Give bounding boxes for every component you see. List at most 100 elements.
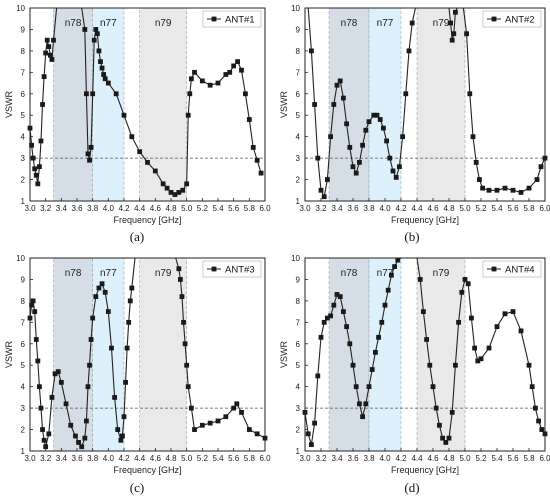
- x-tick-label: 6.0: [259, 204, 271, 213]
- data-point: [325, 177, 330, 182]
- data-point: [43, 444, 49, 450]
- data-point: [215, 418, 221, 424]
- data-point: [533, 405, 538, 411]
- data-point: [88, 144, 94, 150]
- data-point: [192, 427, 197, 432]
- data-point: [185, 112, 191, 118]
- legend-label: ANT#1: [225, 15, 255, 26]
- data-point: [371, 112, 377, 118]
- band-n78: [328, 257, 370, 452]
- data-point: [79, 444, 85, 450]
- data-point: [449, 37, 455, 43]
- y-tick-label: 4: [21, 383, 26, 392]
- y-tick-label: 7: [21, 68, 26, 77]
- x-tick-label: 5.4: [491, 204, 503, 213]
- data-point: [37, 164, 42, 170]
- data-point: [234, 401, 240, 407]
- data-point: [152, 168, 158, 174]
- plot-frame: [304, 257, 546, 452]
- data-point: [99, 65, 105, 71]
- data-point: [176, 266, 182, 272]
- data-point: [109, 345, 114, 351]
- x-tick-label: 4.6: [150, 204, 162, 213]
- data-point: [176, 190, 182, 195]
- data-point: [178, 277, 183, 282]
- data-point: [115, 427, 121, 432]
- data-point: [187, 91, 193, 97]
- data-point: [312, 420, 317, 426]
- legend-label: ANT#2: [505, 15, 535, 26]
- data-point: [534, 177, 540, 182]
- data-point: [312, 102, 317, 107]
- data-point: [85, 151, 91, 157]
- data-point: [518, 328, 524, 334]
- x-tick-label: 4.2: [118, 454, 130, 463]
- data-point: [91, 37, 97, 43]
- y-tick-label: 3: [21, 404, 26, 413]
- data-point: [464, 31, 469, 37]
- data-point: [465, 281, 471, 287]
- data-point: [392, 264, 397, 269]
- data-point: [243, 91, 248, 97]
- x-tick-label: 5.0: [459, 454, 471, 463]
- data-point: [87, 362, 92, 368]
- data-point: [397, 164, 402, 170]
- band-label-n79: n79: [155, 18, 172, 29]
- data-point: [102, 289, 108, 295]
- data-point: [309, 442, 314, 447]
- x-tick-label: 5.2: [475, 454, 487, 463]
- data-point: [35, 181, 41, 187]
- data-point: [49, 394, 55, 400]
- y-axis-label: VSWR: [279, 340, 289, 368]
- y-axis-label: VSWR: [4, 340, 14, 368]
- data-point: [446, 435, 452, 441]
- y-tick-label: 6: [21, 340, 26, 349]
- data-point: [239, 410, 244, 415]
- band-label-n77: n77: [100, 268, 117, 279]
- data-point: [341, 95, 346, 101]
- data-point: [529, 384, 535, 390]
- x-tick-label: 3.0: [299, 204, 311, 213]
- data-point: [207, 82, 213, 88]
- x-tick-label: 5.0: [459, 204, 471, 213]
- data-point: [246, 117, 252, 122]
- x-axis-label: Frequency [GHz]: [113, 215, 181, 225]
- data-point: [385, 287, 391, 293]
- data-point: [145, 160, 150, 165]
- x-tick-label: 6.0: [539, 204, 550, 213]
- x-tick-label: 3.6: [347, 454, 359, 463]
- panel-caption: (c): [130, 480, 144, 495]
- data-point: [254, 157, 260, 163]
- chart-panel-1: n78 n77 n79 3.0 3.2 3.4 3.6 3.8 4.0 4.2 4.4 4.6 4.8 5…: [4, 4, 271, 244]
- data-point: [250, 144, 256, 150]
- legend-marker: [211, 266, 217, 272]
- data-point: [381, 125, 386, 131]
- data-point: [46, 44, 52, 49]
- data-point: [82, 435, 88, 441]
- band-label-n79: n79: [433, 18, 450, 29]
- data-point: [318, 187, 324, 193]
- data-point: [231, 63, 237, 69]
- data-point: [231, 405, 237, 411]
- legend-box: [482, 10, 542, 28]
- data-point: [105, 80, 111, 86]
- data-point: [40, 427, 45, 432]
- data-point: [390, 168, 396, 174]
- plot-frame: [304, 7, 546, 202]
- data-point: [44, 37, 50, 43]
- data-point: [347, 144, 353, 150]
- data-point: [379, 319, 385, 325]
- y-tick-label: 7: [296, 318, 301, 327]
- x-tick-label: 5.8: [523, 204, 535, 213]
- x-tick-label: 6.0: [539, 454, 550, 463]
- y-tick-label: 5: [21, 361, 26, 370]
- data-point: [403, 91, 409, 97]
- data-point: [182, 341, 188, 347]
- x-tick-label: 4.4: [134, 204, 146, 213]
- band-n79: [416, 7, 466, 202]
- data-point: [350, 164, 356, 170]
- data-point: [518, 190, 524, 195]
- data-point: [331, 102, 337, 107]
- x-tick-label: 5.4: [491, 454, 503, 463]
- x-tick-label: 3.8: [363, 204, 375, 213]
